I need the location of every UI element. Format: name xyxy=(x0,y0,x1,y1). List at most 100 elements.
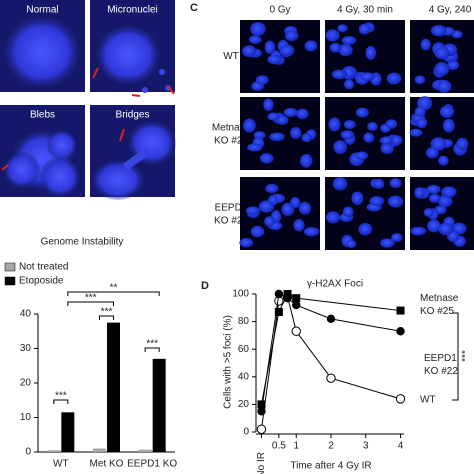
marker xyxy=(257,407,266,416)
nucleus xyxy=(441,186,457,198)
nucleus xyxy=(437,194,453,208)
marker xyxy=(274,289,284,299)
nucleus xyxy=(258,200,275,213)
series-line xyxy=(260,296,401,430)
y-tick-label: 100 xyxy=(232,289,249,300)
x-tick-label: 2 xyxy=(328,441,334,452)
nucleus xyxy=(426,184,441,194)
series-label: WT xyxy=(420,395,436,406)
y-tick-label: 0 xyxy=(243,427,249,438)
significance-label: *** xyxy=(146,339,158,350)
column-label: 4 Gy, 240 xyxy=(429,5,472,16)
nucleus xyxy=(264,40,276,55)
bar xyxy=(47,450,61,452)
nucleus xyxy=(281,202,295,216)
nucleus xyxy=(245,206,261,215)
significance-bracket xyxy=(144,347,160,352)
legend-label: Not treated xyxy=(19,262,68,273)
x-tick-label: 3 xyxy=(363,441,369,452)
nucleus xyxy=(263,98,274,111)
nucleus xyxy=(250,22,266,36)
nucleus xyxy=(255,75,269,85)
nucleus xyxy=(438,155,449,166)
nucleus xyxy=(420,38,431,51)
series-label: EEPD1 KO #22 xyxy=(424,353,458,377)
nucleus xyxy=(417,96,433,111)
micrograph-label: Blebs xyxy=(30,110,55,121)
nucleus xyxy=(267,54,282,65)
nucleus xyxy=(369,196,385,207)
nucleus xyxy=(410,226,427,236)
nucleus xyxy=(434,62,450,76)
y-tick-label: 40 xyxy=(20,309,32,320)
significance-label: ** xyxy=(110,283,118,294)
nucleus xyxy=(340,130,355,140)
nucleus xyxy=(380,238,395,248)
marker xyxy=(396,327,405,336)
nucleus xyxy=(303,227,320,237)
nucleus xyxy=(243,118,256,133)
nucleus xyxy=(250,225,265,238)
nucleus xyxy=(267,112,280,121)
nucleus xyxy=(437,79,452,93)
nucleus xyxy=(276,115,289,125)
nucleus xyxy=(356,107,369,118)
nucleus xyxy=(341,36,357,45)
nucleus xyxy=(365,45,377,60)
nucleus xyxy=(389,178,402,189)
nucleus xyxy=(442,118,455,133)
chart-title: γ-H2AX Foci xyxy=(307,279,363,290)
nucleus xyxy=(4,16,80,88)
bar xyxy=(152,358,166,452)
significance-label: *** xyxy=(461,350,472,362)
nucleus xyxy=(253,131,266,140)
nucleus xyxy=(409,128,423,137)
nucleus xyxy=(239,237,254,248)
nucleus xyxy=(427,219,441,233)
nucleus xyxy=(259,153,274,164)
nucleus xyxy=(363,132,375,143)
bleb xyxy=(4,152,40,188)
panel-label: C xyxy=(190,2,198,14)
micrograph-label: Micronuclei xyxy=(107,5,158,16)
arrow xyxy=(119,128,125,142)
significance-bracket xyxy=(53,399,69,404)
nucleus xyxy=(359,72,376,82)
nucleus xyxy=(328,117,341,132)
nucleus xyxy=(355,151,368,160)
y-tick-label: 30 xyxy=(20,343,32,354)
nucleus xyxy=(290,197,301,209)
y-tick-label: 10 xyxy=(20,412,32,423)
nucleus xyxy=(430,137,447,151)
marker xyxy=(292,300,301,310)
y-tick-label: 60 xyxy=(238,344,250,355)
y-axis-label: Cells with >5 foci (%) xyxy=(223,315,234,409)
nucleus xyxy=(332,177,348,191)
nucleus xyxy=(439,105,455,118)
nucleus xyxy=(285,30,299,42)
series-label: Metnase KO #25 xyxy=(420,293,459,317)
marker xyxy=(292,294,301,303)
significance-label: *** xyxy=(85,293,97,304)
micrograph-label: Bridges xyxy=(116,110,150,121)
nucleus xyxy=(430,24,447,37)
marker xyxy=(257,400,266,409)
y-tick-label: 20 xyxy=(238,399,250,410)
nucleus xyxy=(331,69,348,80)
legend-swatch xyxy=(4,276,16,286)
nucleus xyxy=(456,137,469,151)
arrow xyxy=(92,67,99,79)
nucleus xyxy=(414,75,426,84)
nucleus xyxy=(429,193,441,203)
x-tick-label: Met KO xyxy=(90,459,124,470)
nucleus xyxy=(300,153,313,168)
nucleus xyxy=(367,122,378,131)
micrograph-label: Normal xyxy=(26,5,58,16)
nucleus xyxy=(390,135,403,146)
marker xyxy=(395,394,406,404)
nucleus xyxy=(283,107,298,117)
nucleus xyxy=(416,117,428,129)
nucleus xyxy=(414,187,425,199)
nucleus xyxy=(293,219,305,232)
